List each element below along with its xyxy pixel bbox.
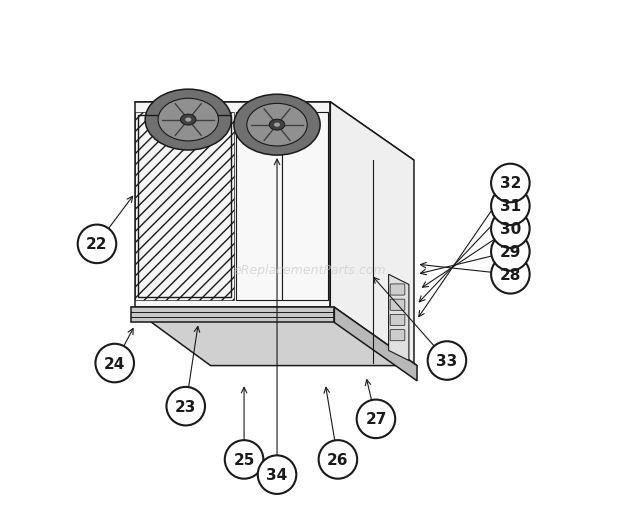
FancyBboxPatch shape <box>390 315 405 326</box>
Text: 30: 30 <box>500 222 521 237</box>
Text: 26: 26 <box>327 452 348 467</box>
Polygon shape <box>135 103 414 161</box>
Text: 33: 33 <box>436 353 458 369</box>
Polygon shape <box>236 113 282 300</box>
Circle shape <box>95 344 134 383</box>
Ellipse shape <box>274 123 280 128</box>
Circle shape <box>428 342 466 380</box>
Circle shape <box>225 440 264 479</box>
FancyBboxPatch shape <box>390 330 405 341</box>
Polygon shape <box>330 103 414 366</box>
Polygon shape <box>131 307 417 366</box>
Polygon shape <box>282 113 328 300</box>
Text: 24: 24 <box>104 356 125 371</box>
Text: 31: 31 <box>500 199 521 214</box>
Circle shape <box>356 400 395 438</box>
FancyBboxPatch shape <box>390 300 405 310</box>
Ellipse shape <box>180 115 196 126</box>
Text: 22: 22 <box>86 237 108 252</box>
Circle shape <box>166 387 205 426</box>
Ellipse shape <box>185 118 192 123</box>
Circle shape <box>491 256 529 294</box>
Text: 23: 23 <box>175 399 197 414</box>
Circle shape <box>491 210 529 248</box>
Text: 32: 32 <box>500 176 521 191</box>
Text: 27: 27 <box>365 412 387 427</box>
Polygon shape <box>135 103 330 307</box>
Circle shape <box>78 225 116 264</box>
Circle shape <box>491 164 529 203</box>
Circle shape <box>491 233 529 271</box>
Circle shape <box>319 440 357 479</box>
Ellipse shape <box>247 104 308 147</box>
Circle shape <box>491 187 529 225</box>
Polygon shape <box>131 307 334 323</box>
Text: 28: 28 <box>500 267 521 282</box>
Ellipse shape <box>269 120 285 131</box>
Ellipse shape <box>234 95 320 156</box>
Ellipse shape <box>145 90 231 151</box>
Text: eReplacementParts.com: eReplacementParts.com <box>234 263 386 276</box>
Polygon shape <box>334 307 417 381</box>
FancyBboxPatch shape <box>390 285 405 296</box>
Text: 25: 25 <box>233 452 255 467</box>
Polygon shape <box>389 275 409 361</box>
Text: 34: 34 <box>267 467 288 482</box>
Ellipse shape <box>158 99 218 142</box>
Circle shape <box>258 456 296 494</box>
Text: 29: 29 <box>500 244 521 260</box>
